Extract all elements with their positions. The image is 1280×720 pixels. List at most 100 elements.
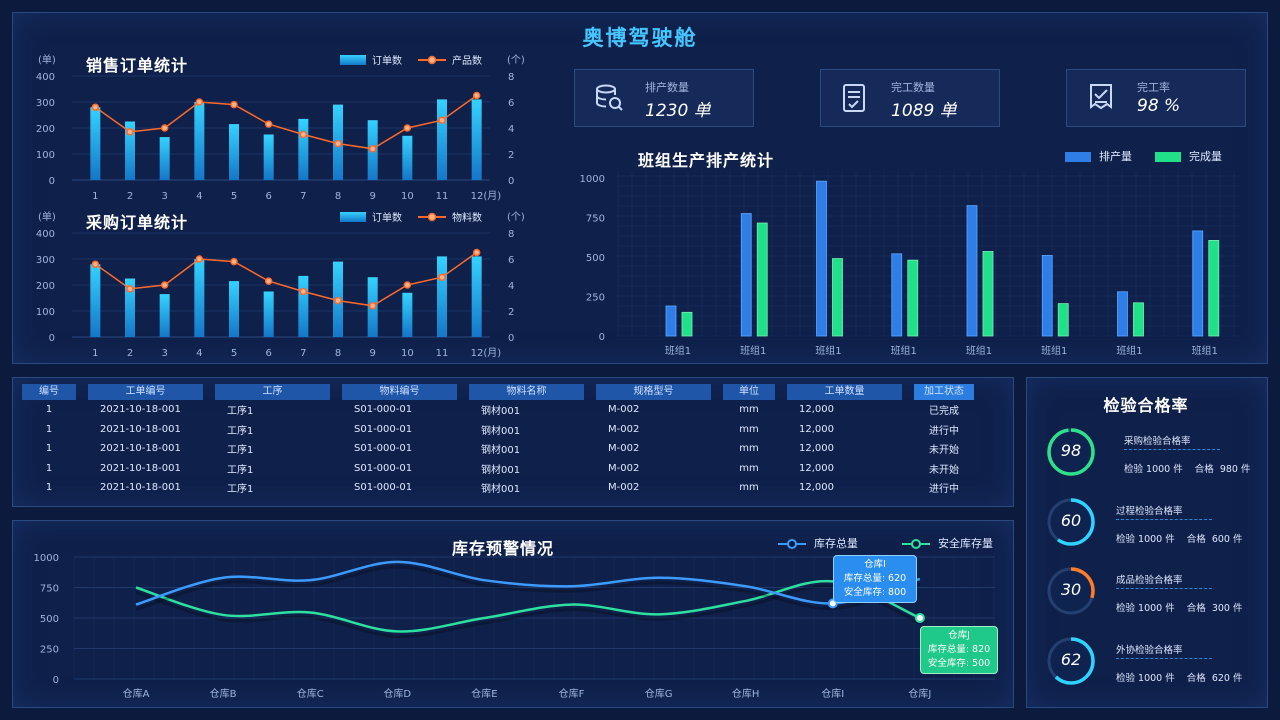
line-point bbox=[403, 124, 412, 132]
team-chart-title: 班组生产排产统计 bbox=[638, 151, 775, 170]
bar bbox=[229, 281, 239, 337]
table-row[interactable]: 1 2021-10-18-001 工序1 S01-000-01 钢材001 M-002 mm… bbox=[22, 439, 986, 459]
legend-label: 安全库存量 bbox=[938, 537, 993, 550]
table-cell: mm bbox=[739, 443, 759, 455]
table-cell: 1 bbox=[45, 462, 53, 474]
legend-label: 完成量 bbox=[1189, 150, 1222, 163]
rate-ring: 30 bbox=[1046, 566, 1096, 616]
bar-plan bbox=[966, 205, 978, 337]
table-cell: 12,000 bbox=[799, 404, 834, 416]
line-point bbox=[91, 260, 100, 268]
inventory-legend-stock: 库存总量 bbox=[778, 535, 858, 551]
team-legend-done: 完成量 bbox=[1155, 148, 1222, 164]
tooltip-title: 仓库I bbox=[864, 559, 886, 570]
x-tick-label: 仓库B bbox=[210, 687, 237, 700]
table-cell: 工序1 bbox=[227, 406, 254, 418]
stat-label: 完工数量 bbox=[891, 81, 935, 94]
rate-detail: 检验 1000 件 合格 980 件 bbox=[1124, 464, 1251, 475]
table-row[interactable]: 1 2021-10-18-001 工序1 S01-000-01 钢材001 M-002 mm… bbox=[22, 478, 986, 498]
table-cell: S01-000-01 bbox=[354, 423, 413, 435]
stat-card-planned: 排产数量 1230 单 bbox=[574, 69, 754, 127]
table-header-cell: 物料名称 bbox=[469, 384, 596, 400]
table-header-row: 编号 工单编号 工序 物料编号 物料名称 规格型号 单位 工单数量 加工状态 bbox=[22, 384, 986, 400]
x-tick-label: 12(月) bbox=[471, 190, 502, 202]
bar bbox=[263, 134, 274, 180]
table-header-cell[interactable]: 加工状态 bbox=[914, 384, 986, 400]
y-tick-label: 100 bbox=[36, 150, 55, 161]
table-cell: 工序1 bbox=[227, 484, 254, 496]
rate-value: 30 bbox=[1060, 580, 1082, 599]
bar bbox=[263, 291, 274, 337]
series-shadow bbox=[135, 584, 921, 638]
legend-label: 订单数 bbox=[372, 54, 402, 67]
table-cell: mm bbox=[739, 482, 759, 494]
status-cell: 未开始 bbox=[929, 445, 959, 457]
y2-tick-label: 8 bbox=[508, 229, 514, 240]
tooltip-line: 库存总量: 820 bbox=[927, 644, 991, 655]
sales-chart: (单) (个) 订单数 产品数 0 100 200 300 400 0 2 4 6 8 1 2 3 4 5 6 7 8 9 1… bbox=[36, 54, 525, 202]
line-point bbox=[264, 120, 273, 128]
y-tick-label: 200 bbox=[36, 124, 55, 135]
right-unit: (个) bbox=[507, 54, 525, 66]
y-tick-label: 0 bbox=[49, 333, 55, 344]
bar bbox=[402, 292, 413, 337]
stat-card-completed: 完工数量 1089 单 bbox=[820, 69, 1000, 127]
bar-plan bbox=[1192, 230, 1204, 337]
rate-divider bbox=[1116, 588, 1212, 589]
status-cell: 已完成 bbox=[929, 406, 959, 418]
stat-value: 1089 单 bbox=[891, 101, 957, 121]
bar bbox=[471, 99, 482, 180]
x-tick-label: 仓库G bbox=[645, 687, 673, 700]
rate-detail: 检验 1000 件 合格 600 件 bbox=[1116, 534, 1243, 545]
table-cell: 2021-10-18-001 bbox=[100, 462, 181, 474]
bar bbox=[194, 259, 205, 337]
rate-value: 60 bbox=[1060, 511, 1082, 530]
line-point bbox=[299, 130, 308, 139]
y2-tick-label: 6 bbox=[508, 255, 514, 266]
x-tick-label: 班组1 bbox=[966, 344, 992, 357]
x-tick-label: 班组1 bbox=[1192, 344, 1218, 357]
x-tick-label: 仓库E bbox=[471, 687, 497, 700]
y-tick-label: 400 bbox=[36, 229, 55, 240]
tooltip-line: 库存总量: 620 bbox=[843, 573, 907, 584]
status-cell: 未开始 bbox=[929, 464, 959, 476]
table-header-cell: 编号 bbox=[22, 384, 88, 400]
x-tick-label: 1 bbox=[92, 191, 98, 202]
certificate-icon bbox=[1090, 84, 1112, 110]
x-tick-label: 3 bbox=[161, 191, 167, 202]
line-point bbox=[299, 287, 308, 296]
x-tick-label: 仓库A bbox=[123, 687, 150, 700]
legend-swatch-bar bbox=[340, 55, 366, 65]
table-cell: 工序1 bbox=[227, 464, 254, 476]
rate-name: 过程检验合格率 bbox=[1116, 506, 1183, 517]
x-tick-label: 仓库F bbox=[559, 687, 585, 700]
y-tick-label: 100 bbox=[36, 307, 55, 318]
table-cell: S01-000-01 bbox=[354, 462, 413, 474]
bar bbox=[229, 124, 239, 180]
right-unit: (个) bbox=[507, 211, 525, 223]
x-tick-label: 2 bbox=[127, 348, 133, 359]
tooltip-title: 仓库J bbox=[948, 630, 970, 641]
bar-done bbox=[1208, 240, 1220, 337]
y2-tick-label: 8 bbox=[508, 72, 514, 83]
table-row[interactable]: 1 2021-10-18-001 工序1 S01-000-01 钢材001 M-002 mm… bbox=[22, 420, 986, 440]
tooltip-warehouse-i: 仓库I 库存总量: 620 安全库存: 800 bbox=[833, 555, 917, 603]
line-point bbox=[334, 139, 342, 148]
x-tick-label: 1 bbox=[92, 348, 98, 359]
y2-tick-label: 0 bbox=[508, 333, 514, 344]
line-point bbox=[472, 91, 481, 100]
y-tick-label: 750 bbox=[586, 214, 605, 225]
line-point bbox=[230, 100, 238, 109]
inspection-title: 检验合格率 bbox=[1103, 396, 1189, 415]
rate-ring-graphic bbox=[1047, 498, 1095, 546]
x-tick-label: 仓库D bbox=[383, 687, 411, 700]
inventory-legend-safe: 安全库存量 bbox=[902, 535, 993, 551]
table-row[interactable]: 1 2021-10-18-001 工序1 S01-000-01 钢材001 M-002 mm… bbox=[22, 459, 986, 479]
ring-progress bbox=[1047, 567, 1095, 615]
x-tick-label: 4 bbox=[196, 348, 202, 359]
rate-name: 成品检验合格率 bbox=[1116, 575, 1183, 586]
table-row[interactable]: 1 2021-10-18-001 工序1 S01-000-01 钢材001 M-002 mm… bbox=[22, 400, 986, 420]
legend-swatch bbox=[778, 539, 806, 549]
line-point bbox=[195, 98, 204, 106]
rate-ring-graphic bbox=[1047, 428, 1095, 476]
